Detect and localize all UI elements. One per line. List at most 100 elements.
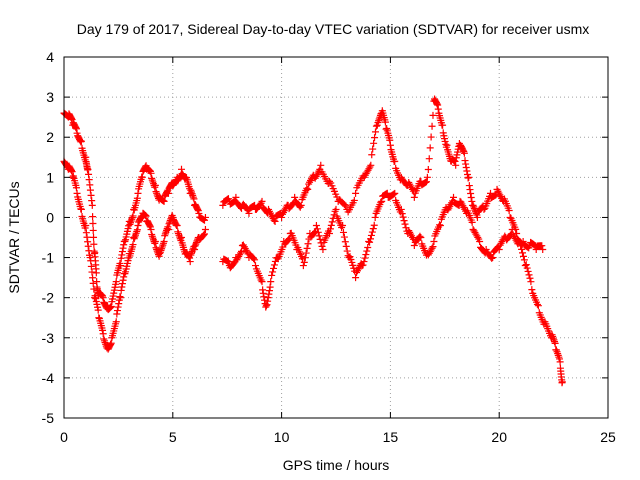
trace-a-sample <box>89 220 97 228</box>
trace-b-sample <box>516 238 524 246</box>
trace-b-point <box>410 242 418 250</box>
trace-b-sample <box>548 331 556 339</box>
trace-a-point <box>178 165 186 173</box>
trace-a-sample <box>90 240 98 248</box>
trace-b-sample <box>264 294 272 302</box>
trace-b-sample <box>250 255 258 263</box>
trace-a-sample <box>133 194 141 202</box>
trace-b-point <box>528 286 536 294</box>
trace-a-point <box>352 189 360 197</box>
trace-a-point <box>304 185 312 193</box>
trace-b-sample <box>468 218 476 226</box>
trace-a-sample <box>127 217 135 225</box>
y-tick-label: -3 <box>42 330 55 346</box>
trace-a-sample <box>460 148 468 156</box>
trace-a-sample <box>110 286 118 294</box>
trace-a-point <box>88 201 96 209</box>
trace-b-point <box>489 254 497 262</box>
trace-b-sample <box>300 258 308 266</box>
trace-b-sample <box>116 293 124 301</box>
trace-b-point <box>191 246 199 254</box>
trace-b-sample <box>68 168 76 176</box>
x-tick-label: 20 <box>491 429 507 445</box>
trace-a-sample <box>303 184 311 192</box>
trace-a-point <box>367 161 375 169</box>
trace-b-sample <box>314 228 322 236</box>
trace-b-point <box>117 294 125 302</box>
data-layer <box>60 95 566 387</box>
trace-b-sample <box>85 247 93 255</box>
trace-a-sample <box>538 242 546 250</box>
trace-b-point <box>325 229 333 237</box>
trace-a-point <box>245 209 253 217</box>
trace-a-point <box>297 201 305 209</box>
trace-a-sample <box>194 205 202 213</box>
trace-a-sample <box>505 206 513 214</box>
trace-b-point <box>95 314 103 322</box>
trace-a-sample <box>189 191 197 199</box>
trace-a-sample <box>118 251 126 259</box>
trace-b-sample <box>549 334 557 342</box>
trace-b-sample <box>265 287 273 295</box>
trace-b-point <box>201 225 209 233</box>
trace-a-sample <box>76 137 84 145</box>
trace-a-sample <box>90 233 98 241</box>
trace-a-sample <box>128 215 136 223</box>
trace-a-sample <box>426 144 434 152</box>
trace-a-sample <box>372 122 380 130</box>
trace-b-point <box>160 238 168 246</box>
trace-a-sample <box>270 216 278 224</box>
trace-a-point <box>434 105 442 113</box>
trace-b-point <box>147 225 155 233</box>
trace-b-point <box>352 274 360 282</box>
trace-a-sample <box>85 176 93 184</box>
trace-b-sample <box>527 278 535 286</box>
x-tick-label: 25 <box>600 429 616 445</box>
trace-b-sample <box>474 233 482 241</box>
trace-b-sample <box>107 340 115 348</box>
trace-b-sample <box>428 244 436 252</box>
trace-a-sample <box>109 292 117 300</box>
trace-b-sample <box>237 247 245 255</box>
trace-b-sample <box>268 271 276 279</box>
trace-a-sample <box>107 303 115 311</box>
trace-a-point <box>112 278 120 286</box>
trace-a-sample <box>368 151 376 159</box>
trace-a-point <box>460 149 468 157</box>
y-tick-label: -5 <box>42 410 55 426</box>
trace-b-sample <box>436 221 444 229</box>
trace-a-sample <box>467 190 475 198</box>
trace-b-point <box>77 205 85 213</box>
trace-b-sample <box>107 339 115 347</box>
y-tick-label: 4 <box>46 49 54 65</box>
trace-a-sample <box>470 204 478 212</box>
trace-a-point <box>138 173 146 181</box>
trace-b-sample <box>133 226 141 234</box>
trace-b-sample <box>192 240 200 248</box>
trace-b-sample <box>84 242 92 250</box>
trace-b-point <box>99 330 107 338</box>
trace-a-sample <box>87 191 95 199</box>
trace-b-sample <box>342 242 350 250</box>
trace-a-sample <box>429 111 437 119</box>
trace-b-point <box>82 221 90 229</box>
y-tick-label: -2 <box>42 290 55 306</box>
trace-b-sample <box>519 252 527 260</box>
trace-b-sample <box>523 264 531 272</box>
trace-b-sample <box>302 249 310 257</box>
trace-b-sample <box>360 258 368 266</box>
trace-a-sample <box>117 254 125 262</box>
trace-b-sample <box>152 244 160 252</box>
trace-b-point <box>558 378 566 386</box>
trace-a-sample <box>99 292 107 300</box>
trace-b-sample <box>94 306 102 314</box>
trace-a-point <box>201 213 209 221</box>
trace-a-sample <box>461 157 469 165</box>
trace-a-sample <box>110 289 118 297</box>
trace-a-sample <box>459 146 467 154</box>
trace-a-sample <box>467 193 475 201</box>
trace-b-sample <box>87 257 95 265</box>
trace-b-sample <box>72 184 80 192</box>
trace-b-point <box>312 221 320 229</box>
